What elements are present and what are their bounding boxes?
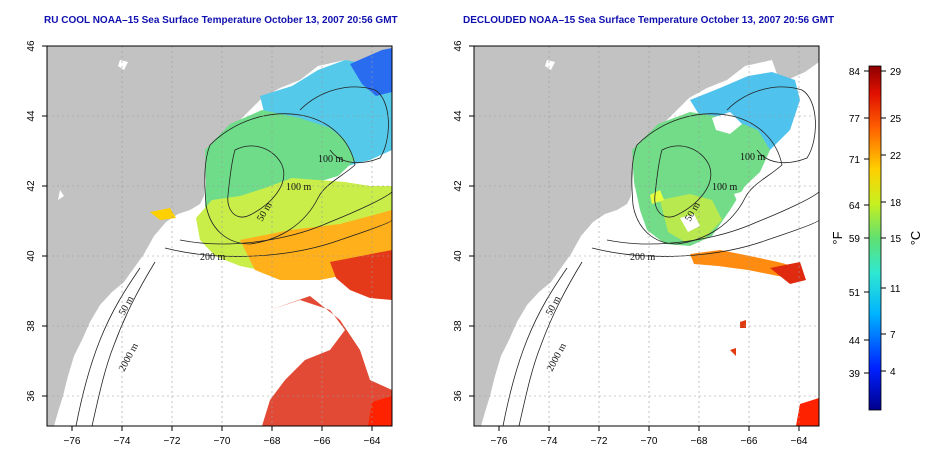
right-isobaths [502, 86, 819, 426]
colorbar-f-44: 44 [849, 336, 861, 347]
left-lat-tick-44: 44 [26, 110, 37, 122]
right-axes-ticks [469, 45, 800, 431]
left-lat-tick-40: 40 [26, 250, 37, 262]
left-lon-tick-68: −68 [264, 436, 281, 447]
left-map: 100 m 100 m 50 m 200 m 50 m 2000 m [47, 46, 392, 426]
right-contour-label-200m: 200 m [630, 252, 656, 263]
left-land-mainland [47, 46, 392, 426]
colorbar-f-39: 39 [849, 369, 861, 380]
colorbar-c-18: 18 [890, 198, 902, 209]
colorbar-ticks [864, 70, 886, 374]
left-isobaths [75, 86, 392, 426]
left-map-frame [46, 45, 393, 427]
left-contour-label-200m: 200 m [200, 252, 226, 263]
colorbar-f-71: 71 [849, 155, 861, 166]
right-land-novascotia [772, 46, 819, 80]
left-lon-tick-66: −66 [314, 436, 331, 447]
right-lon-tick-66: −66 [741, 436, 758, 447]
left-lat-tick-38: 38 [26, 320, 37, 332]
left-contour-label-100m-east: 100 m [318, 154, 344, 165]
left-lon-tick-72: −72 [164, 436, 181, 447]
colorbar-unit-celsius: °C [908, 231, 923, 246]
right-lon-tick-76: −76 [491, 436, 508, 447]
left-contour-label-100m-center: 100 m [286, 182, 312, 193]
left-axes-ticks [42, 45, 373, 431]
left-lon-tick-76: −76 [64, 436, 81, 447]
right-lat-tick-40: 40 [453, 250, 464, 262]
colorbar-c-15: 15 [890, 234, 902, 245]
colorbar-f-64: 64 [849, 201, 861, 212]
colorbar-c-4: 4 [890, 367, 896, 378]
colorbar-f-77: 77 [849, 114, 861, 125]
right-contour-label-100m-east: 100 m [740, 152, 766, 163]
left-sst-north-blue [350, 48, 392, 96]
colorbar-f-59: 59 [849, 234, 861, 245]
colorbar-c-29: 29 [890, 67, 902, 78]
colorbar-c-7: 7 [890, 330, 896, 341]
right-panel-title: DECLOUDED NOAA–15 Sea Surface Temperatur… [463, 15, 834, 26]
colorbar-f-51: 51 [849, 288, 861, 299]
right-sst-gulfstream-strip [690, 250, 800, 280]
colorbar [868, 65, 882, 411]
left-lat-tick-46: 46 [26, 40, 37, 52]
left-lon-tick-64: −64 [364, 436, 381, 447]
left-panel-title: RU COOL NOAA–15 Sea Surface Temperature … [44, 15, 398, 26]
right-lon-tick-74: −74 [541, 436, 558, 447]
colorbar-c-25: 25 [890, 114, 902, 125]
right-lon-tick-70: −70 [641, 436, 658, 447]
right-map: 100 m 100 m 50 m 200 m 50 m 2000 m [474, 46, 819, 426]
right-land-mainland [474, 46, 819, 426]
colorbar-unit-fahrenheit: °F [830, 231, 845, 244]
colorbar-c-11: 11 [890, 284, 901, 295]
right-lat-tick-42: 42 [453, 180, 464, 192]
right-lon-tick-68: −68 [691, 436, 708, 447]
colorbar-c-22: 22 [890, 151, 902, 162]
right-map-frame [473, 45, 820, 427]
left-graticule [47, 46, 392, 426]
left-lat-tick-42: 42 [26, 180, 37, 192]
right-lon-tick-64: −64 [791, 436, 808, 447]
right-lat-tick-36: 36 [453, 390, 464, 402]
left-lon-tick-70: −70 [214, 436, 231, 447]
right-lat-tick-44: 44 [453, 110, 464, 122]
left-lat-tick-36: 36 [26, 390, 37, 402]
colorbar-f-84: 84 [849, 67, 861, 78]
right-lon-tick-72: −72 [591, 436, 608, 447]
right-sst-gom-blue [690, 72, 800, 158]
left-sst-eddies-red [262, 296, 392, 426]
right-lat-tick-38: 38 [453, 320, 464, 332]
left-sst-gulfstream-red [330, 250, 392, 300]
right-graticule [474, 46, 819, 426]
left-lon-tick-74: −74 [114, 436, 131, 447]
right-contour-label-100m-center: 100 m [712, 182, 738, 193]
right-lat-tick-46: 46 [453, 40, 464, 52]
